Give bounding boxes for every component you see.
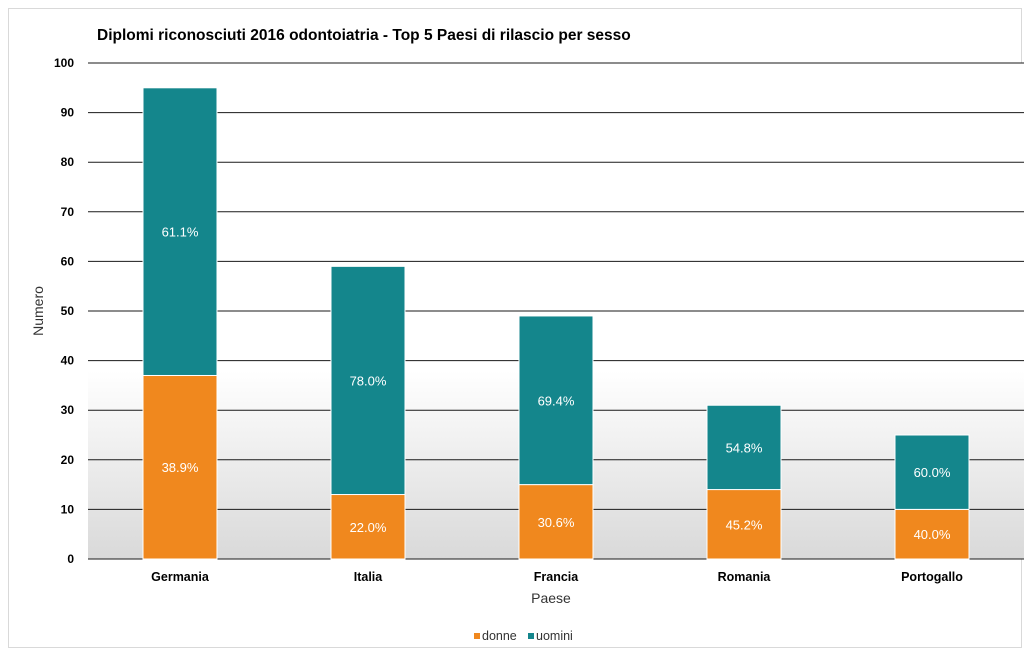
data-label: 45.2% [726, 517, 763, 532]
y-tick-label: 80 [61, 155, 75, 169]
bar-segment-uomini [894, 434, 970, 510]
chart-title: Diplomi riconosciuti 2016 odontoiatria -… [97, 27, 631, 44]
data-label: 38.9% [162, 460, 199, 475]
bar-segment-donne [142, 374, 218, 560]
y-tick-label: 40 [61, 354, 75, 368]
data-label: 54.8% [726, 440, 763, 455]
x-tick-label: Portogallo [901, 570, 963, 584]
y-tick-label: 20 [61, 453, 75, 467]
y-axis-ticks: 0 10 20 30 40 50 60 70 80 90 100 [54, 56, 74, 566]
legend-swatch-donne [474, 633, 480, 639]
gridlines [88, 62, 1024, 560]
legend: donne uomini [474, 629, 573, 643]
data-label: 69.4% [538, 393, 575, 408]
bar-segment-uomini [518, 315, 594, 486]
bar-segment-donne [706, 489, 782, 560]
bars: 38.9% 61.1% 22.0% 78.0% 30.6% 69.4% 45.2% 54.8%… [142, 87, 970, 560]
bar-segment-uomini [706, 404, 782, 491]
data-label: 30.6% [538, 515, 575, 530]
y-tick-label: 60 [61, 254, 75, 268]
y-tick-label: 50 [61, 304, 75, 318]
x-tick-label: Italia [354, 570, 384, 584]
data-label: 78.0% [350, 373, 387, 388]
data-label: 61.1% [162, 225, 199, 240]
legend-label-uomini: uomini [536, 629, 573, 643]
data-label: 60.0% [914, 465, 951, 480]
x-tick-label: Francia [534, 570, 580, 584]
bar-segment-donne [518, 484, 594, 560]
x-tick-label: Romania [718, 570, 772, 584]
y-tick-label: 100 [54, 56, 74, 70]
legend-swatch-uomini [528, 633, 534, 639]
y-tick-label: 70 [61, 205, 75, 219]
x-axis-label: Paese [531, 590, 571, 606]
legend-label-donne: donne [482, 629, 517, 643]
y-tick-label: 10 [61, 502, 75, 516]
bar-segment-donne [330, 494, 406, 560]
x-axis-ticks: Germania Italia Francia Romania Portogallo [151, 570, 963, 584]
data-label: 40.0% [914, 527, 951, 542]
y-axis-label: Numero [30, 286, 46, 336]
y-tick-label: 0 [67, 552, 74, 566]
bar-segment-uomini [330, 265, 406, 496]
y-tick-label: 90 [61, 106, 75, 120]
data-label: 22.0% [350, 520, 387, 535]
y-tick-label: 30 [61, 403, 75, 417]
bar-segment-uomini [142, 87, 218, 376]
x-tick-label: Germania [151, 570, 210, 584]
